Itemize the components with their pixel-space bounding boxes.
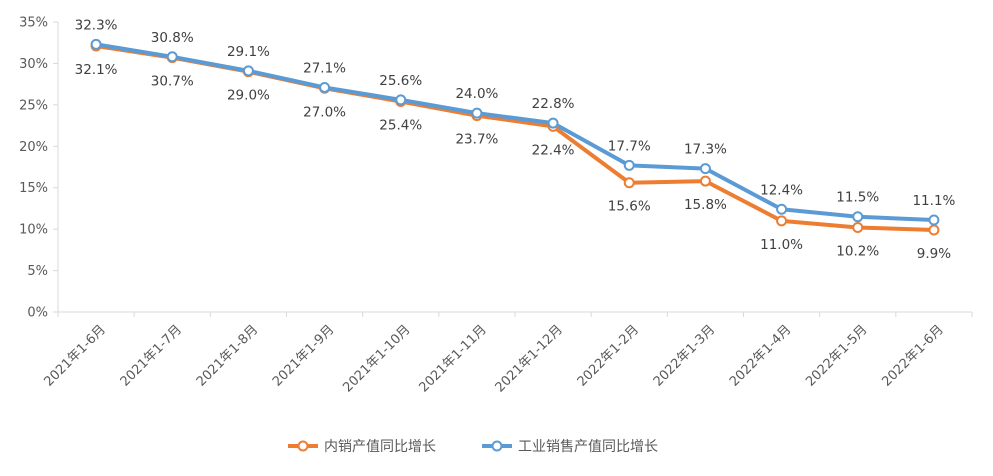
legend-swatch-marker [491,440,503,452]
x-tick-label: 2021年1-8月 [194,322,261,389]
series-0-data-label: 10.2% [836,243,879,259]
x-tick-label: 2022年1-6月 [879,322,946,389]
legend: 内销产值同比增长 工业销售产值同比增长 [288,439,658,455]
series-0-data-label: 30.7% [151,74,194,90]
series-1-data-label: 30.8% [151,30,194,46]
x-tick-label: 2021年1-6月 [42,322,109,389]
series-1-point [395,94,407,106]
series-0-data-label: 15.8% [684,197,727,213]
series-0-data-label: 9.9% [917,246,951,262]
series-1-data-label: 25.6% [379,73,422,89]
legend-label: 工业销售产值同比增长 [518,439,658,455]
x-tick-label: 2022年1-5月 [803,322,870,389]
series-1-point [471,107,483,119]
series-0-data-label: 15.6% [608,199,651,215]
y-tick-label: 20% [19,140,48,155]
series-line-1 [94,42,936,223]
x-tick-label: 2022年1-2月 [575,322,642,389]
series-1-point [319,81,331,93]
series-1-data-label: 24.0% [455,86,498,102]
series-1-data-label: 12.4% [760,182,803,198]
legend-item-1: 工业销售产值同比增长 [482,439,658,455]
x-tick-label: 2021年1-10月 [340,322,413,395]
series-1-data-label: 22.8% [532,96,575,112]
x-tick-label: 2022年1-3月 [651,322,718,389]
series-layer [90,38,940,236]
series-line-0 [94,44,936,232]
series-1-point [623,159,635,171]
series-0-data-label: 29.0% [227,88,270,104]
series-1-point [90,38,102,50]
series-1-data-label: 17.3% [684,142,727,158]
series-0-data-label: 22.4% [532,142,575,158]
series-1-data-label: 11.1% [912,193,955,209]
data-labels: 32.1% 30.7% 29.0% 27.0% 25.4% 23.7% 22.4% 15.6%… [75,17,956,262]
legend-swatch-marker [297,440,309,452]
series-1-data-label: 27.1% [303,60,346,76]
y-tick-label: 30% [19,57,48,72]
series-0-data-label: 11.0% [760,237,803,253]
y-tick-label: 15% [19,181,48,196]
series-0-data-label: 23.7% [455,132,498,148]
series-1-point [547,117,559,129]
series-0-point [928,224,940,236]
series-0-data-label: 27.0% [303,104,346,120]
x-tick-label: 2021年1-12月 [493,322,566,395]
series-1-data-label: 17.7% [608,138,651,154]
series-1-point [776,203,788,215]
series-0-point [623,177,635,189]
legend-label: 内销产值同比增长 [324,439,436,455]
series-1-point [242,65,254,77]
x-tick-label: 2021年1-9月 [270,322,337,389]
y-tick-label: 5% [27,264,48,279]
y-tick-label: 10% [19,223,48,238]
series-1-point [852,211,864,223]
x-tick-label: 2021年1-7月 [118,322,185,389]
series-0-data-label: 32.1% [75,62,118,78]
y-tick-label: 35% [19,16,48,31]
y-tick-label: 25% [19,98,48,113]
series-1-point [928,214,940,226]
series-0-data-label: 25.4% [379,118,422,134]
x-tick-label: 2021年1-11月 [416,322,489,395]
series-0-point [699,175,711,187]
series-1-point [699,163,711,175]
series-1-data-label: 32.3% [75,17,118,33]
x-tick-label: 2022年1-4月 [727,322,794,389]
x-axis: 2021年1-6月 2021年1-7月 2021年1-8月 2021年1-9月 2021… [42,311,973,395]
y-axis: 0% 5% 10% 15% 20% 25% 30% 35% [19,16,59,321]
series-1-data-label: 11.5% [836,190,879,206]
legend-item-0: 内销产值同比增长 [288,439,436,455]
series-0-point [852,221,864,233]
y-tick-label: 0% [27,306,48,321]
series-1-point [166,51,178,63]
series-1-data-label: 29.1% [227,44,270,60]
series-0-point [776,215,788,227]
